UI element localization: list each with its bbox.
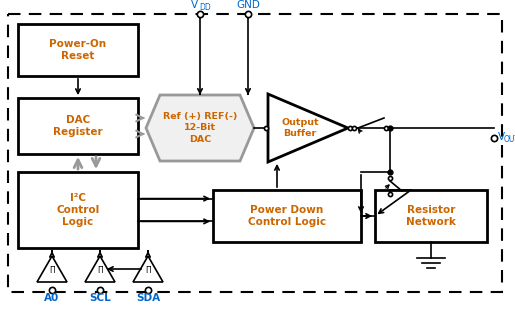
- Text: Power Down
Control Logic: Power Down Control Logic: [248, 205, 326, 227]
- Text: OUT: OUT: [504, 136, 515, 144]
- Text: Ref (+) REF(-)
12-Bit
DAC: Ref (+) REF(-) 12-Bit DAC: [163, 112, 237, 143]
- Polygon shape: [85, 256, 115, 282]
- Text: Resistor
Network: Resistor Network: [406, 205, 456, 227]
- Bar: [213, 190, 361, 242]
- Bar: [18, 98, 138, 154]
- Text: Π: Π: [49, 266, 55, 275]
- Bar: [8, 14, 502, 292]
- Text: V: V: [191, 0, 198, 10]
- Text: SCL: SCL: [89, 293, 111, 303]
- Text: Power-On
Reset: Power-On Reset: [49, 39, 107, 61]
- Text: GND: GND: [236, 0, 260, 10]
- Text: DD: DD: [199, 3, 211, 12]
- Polygon shape: [268, 94, 348, 162]
- Text: Π: Π: [145, 266, 151, 275]
- Text: A0: A0: [44, 293, 60, 303]
- Text: Output
Buffer: Output Buffer: [281, 118, 319, 138]
- Bar: [18, 172, 138, 248]
- Bar: [18, 24, 138, 76]
- Bar: [375, 190, 487, 242]
- Text: DAC
Register: DAC Register: [53, 115, 103, 137]
- Text: Π: Π: [97, 266, 103, 275]
- Polygon shape: [133, 256, 163, 282]
- Text: I²C
Control
Logic: I²C Control Logic: [56, 192, 99, 227]
- Polygon shape: [146, 95, 254, 161]
- Text: V: V: [498, 132, 505, 142]
- Polygon shape: [37, 256, 67, 282]
- Text: SDA: SDA: [136, 293, 160, 303]
